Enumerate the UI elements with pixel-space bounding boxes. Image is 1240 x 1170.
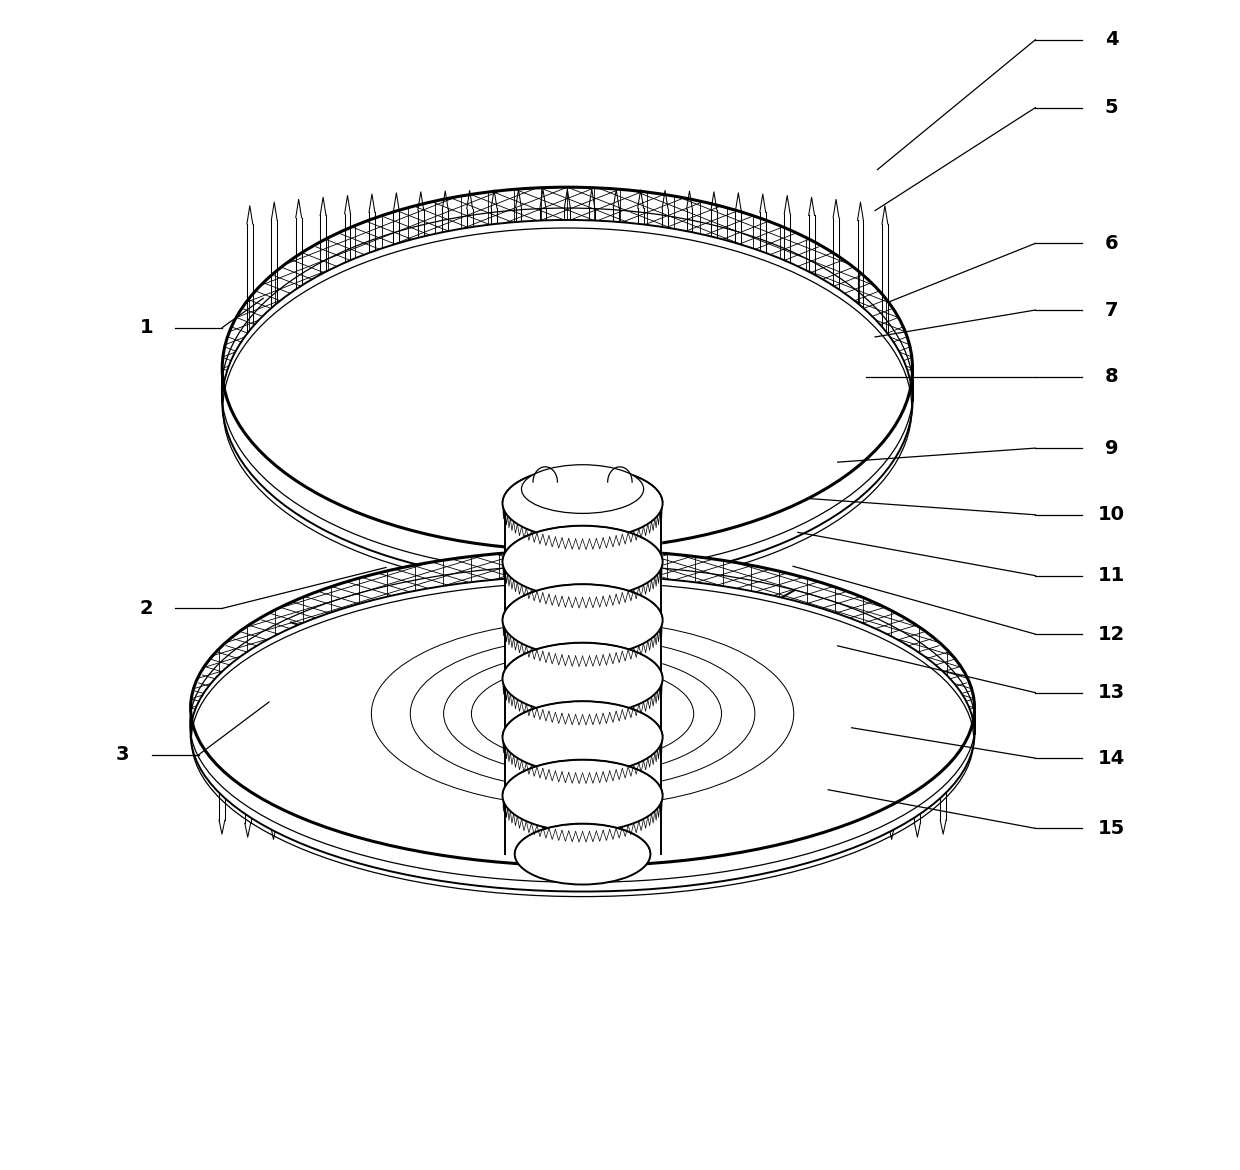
Text: 11: 11 (1097, 566, 1125, 585)
Text: 15: 15 (1097, 819, 1125, 838)
Ellipse shape (502, 584, 662, 656)
Text: 7: 7 (1105, 301, 1118, 319)
Ellipse shape (502, 759, 662, 832)
Ellipse shape (460, 646, 704, 770)
Ellipse shape (191, 550, 975, 866)
Ellipse shape (502, 467, 662, 539)
Ellipse shape (522, 464, 644, 514)
Circle shape (517, 635, 529, 647)
Ellipse shape (222, 220, 913, 583)
Text: 1: 1 (139, 318, 153, 337)
Text: 3: 3 (117, 745, 129, 764)
Text: 8: 8 (1105, 367, 1118, 386)
Circle shape (517, 787, 529, 799)
Ellipse shape (502, 701, 662, 773)
Circle shape (636, 787, 647, 799)
Text: 2: 2 (139, 599, 153, 618)
Text: 6: 6 (1105, 234, 1118, 253)
Text: 9: 9 (1105, 439, 1118, 457)
Text: 10: 10 (1097, 505, 1125, 524)
Circle shape (636, 635, 647, 647)
Ellipse shape (502, 525, 662, 598)
Text: 5: 5 (1105, 98, 1118, 117)
Ellipse shape (502, 642, 662, 715)
Text: 13: 13 (1097, 683, 1125, 702)
Ellipse shape (222, 187, 913, 550)
Text: 4: 4 (1105, 30, 1118, 49)
Ellipse shape (191, 576, 975, 892)
Text: 14: 14 (1097, 749, 1125, 768)
Ellipse shape (515, 824, 651, 885)
Text: 12: 12 (1097, 625, 1125, 644)
